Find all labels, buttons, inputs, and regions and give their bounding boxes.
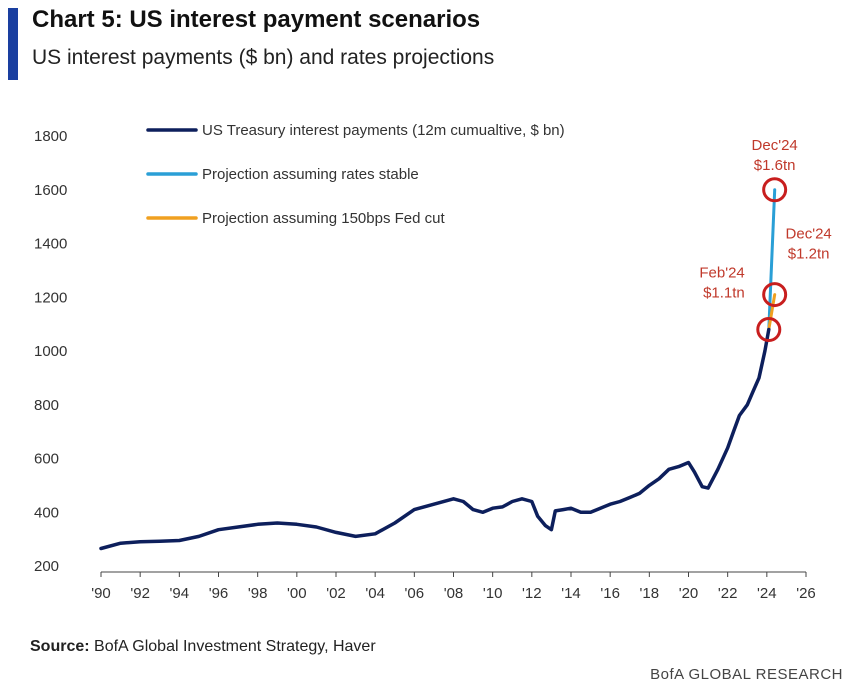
annotation-circle [762, 282, 788, 308]
y-tick-label: 1400 [34, 236, 67, 253]
x-tick-label: '26 [796, 585, 816, 602]
annotation-date: Dec'24 [752, 137, 798, 154]
annotation-circle [762, 177, 788, 203]
legend-label: US Treasury interest payments (12m cumua… [202, 122, 565, 139]
x-tick-label: '20 [679, 585, 699, 602]
x-tick-label: '18 [640, 585, 660, 602]
annotation-circle [756, 317, 782, 342]
x-tick-label: '04 [365, 585, 385, 602]
x-tick-label: '16 [600, 585, 620, 602]
legend: US Treasury interest payments (12m cumua… [146, 122, 565, 227]
x-tick-label: '92 [130, 585, 150, 602]
series-line-actual [99, 327, 771, 551]
accent-bar [8, 8, 18, 80]
x-tick-label: '22 [718, 585, 738, 602]
x-tick-label: '02 [326, 585, 346, 602]
source-text: BofA Global Investment Strategy, Haver [89, 638, 376, 655]
legend-label: Projection assuming 150bps Fed cut [202, 210, 445, 227]
y-tick-label: 1600 [34, 182, 67, 199]
y-axis: 200 400 600 800 1000 1200 1400 1600 1800 [34, 128, 67, 575]
series-layer [99, 188, 777, 551]
y-tick-label: 1800 [34, 128, 67, 145]
annotation-value: $1.2tn [788, 246, 830, 263]
series-line-fed-cut [767, 293, 777, 331]
legend-item-rates-stable: Projection assuming rates stable [146, 166, 419, 183]
y-tick-label: 400 [34, 504, 59, 521]
source-label: Source: [30, 638, 90, 655]
x-tick-label: '98 [248, 585, 268, 602]
annotation-date: Dec'24 [786, 226, 832, 243]
legend-item-actual: US Treasury interest payments (12m cumua… [146, 122, 565, 139]
annotation-value: $1.6tn [754, 157, 796, 174]
x-tick-label: '24 [757, 585, 777, 602]
x-axis: '90 '92 '94 '96 '98 '00 '02 '04 '06 '08 '10 '12 '14 '… [91, 571, 816, 602]
chart-title: Chart 5: US interest payment scenarios [32, 6, 481, 33]
annotation-dec24-cut: Dec'24 $1.2tn [762, 226, 832, 308]
y-tick-label: 600 [34, 451, 59, 468]
y-tick-label: 800 [34, 397, 59, 414]
annotation-value: $1.1tn [703, 285, 745, 302]
y-tick-label: 1000 [34, 343, 67, 360]
x-tick-label: '10 [483, 585, 503, 602]
annotation-feb24: Feb'24 $1.1tn [699, 265, 782, 342]
x-tick-label: '08 [444, 585, 464, 602]
annotation-date: Feb'24 [699, 265, 744, 282]
x-tick-label: '12 [522, 585, 542, 602]
chart-subtitle: US interest payments ($ bn) and rates pr… [32, 46, 495, 69]
x-tick-label: '00 [287, 585, 307, 602]
x-tick-label: '94 [170, 585, 190, 602]
y-tick-label: 1200 [34, 289, 67, 306]
annotation-dec24-stable: Dec'24 $1.6tn [752, 137, 798, 203]
legend-item-fed-cut: Projection assuming 150bps Fed cut [146, 210, 445, 227]
x-tick-label: '06 [405, 585, 425, 602]
series-line-rates-stable [767, 188, 777, 331]
source-note: Source: BofA Global Investment Strategy,… [30, 638, 376, 656]
brand-label: BofA GLOBAL RESEARCH [650, 666, 843, 683]
y-tick-label: 200 [34, 558, 59, 575]
x-tick-label: '96 [209, 585, 229, 602]
x-tick-label: '90 [91, 585, 111, 602]
annotation-layer: Feb'24 $1.1tn Dec'24 $1.6tn Dec'24 $1.2tn [699, 137, 832, 342]
x-tick-label: '14 [561, 585, 581, 602]
legend-label: Projection assuming rates stable [202, 166, 419, 183]
